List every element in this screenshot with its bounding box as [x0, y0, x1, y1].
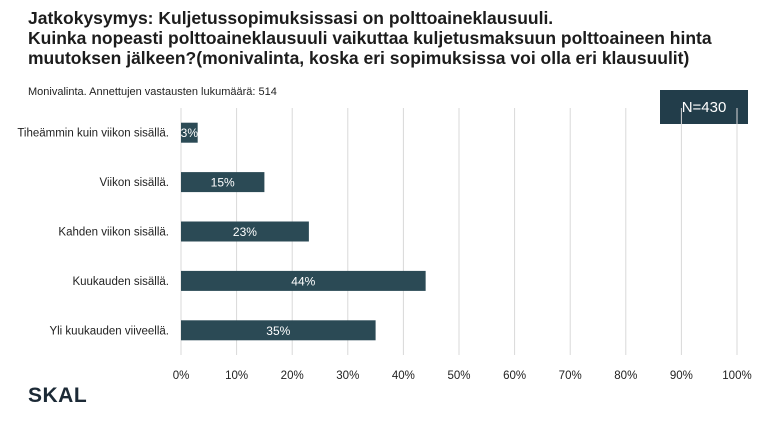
category-label: Tiheämmin kuin viikon sisällä.	[17, 128, 169, 140]
data-label: 3%	[181, 126, 199, 140]
x-tick-label: 20%	[281, 370, 304, 382]
category-labels: Tiheämmin kuin viikon sisällä. Viikon sis…	[17, 128, 169, 338]
bar	[181, 221, 309, 242]
n-badge: N=430	[660, 90, 748, 124]
x-tick-labels: 0% 10% 20% 30% 40% 50% 60% 70% 80% 90% 100%	[173, 370, 752, 382]
bar	[181, 270, 426, 291]
title-line-3: muutoksen jälkeen?(monivalinta, koska er…	[28, 48, 690, 68]
x-tick-label: 70%	[559, 370, 582, 382]
data-label: 35%	[266, 324, 290, 338]
skal-logo: SKAL	[28, 384, 88, 407]
x-tick-label: 0%	[173, 370, 190, 382]
title-line-1: Jatkokysymys: Kuljetussopimuksissasi on …	[28, 8, 554, 28]
x-tick-label: 40%	[392, 370, 415, 382]
x-tick-label: 90%	[670, 370, 693, 382]
chart-title: Jatkokysymys: Kuljetussopimuksissasi on …	[28, 8, 758, 68]
category-label: Yli kuukauden viiveellä.	[49, 325, 169, 337]
category-label: Viikon sisällä.	[100, 177, 169, 189]
x-tick-label: 10%	[225, 370, 248, 382]
chart-subtitle: Monivalinta. Annettujen vastausten lukum…	[28, 86, 277, 98]
title-line-2: Kuinka nopeasti polttoaineklausuuli vaik…	[28, 28, 712, 48]
data-label: 44%	[291, 274, 315, 288]
x-tick-label: 30%	[336, 370, 359, 382]
data-label: 15%	[211, 176, 235, 190]
x-tick-label: 100%	[722, 370, 751, 382]
x-tick-label: 50%	[447, 370, 470, 382]
category-label: Kahden viikon sisällä.	[58, 227, 169, 239]
x-tick-label: 80%	[614, 370, 637, 382]
x-tick-label: 60%	[503, 370, 526, 382]
bar	[181, 320, 376, 341]
category-label: Kuukauden sisällä.	[72, 276, 169, 288]
bar	[181, 172, 265, 193]
bars: 3% 15% 23% 44% 35%	[181, 122, 426, 341]
bar	[181, 122, 198, 143]
data-label: 23%	[233, 225, 257, 239]
